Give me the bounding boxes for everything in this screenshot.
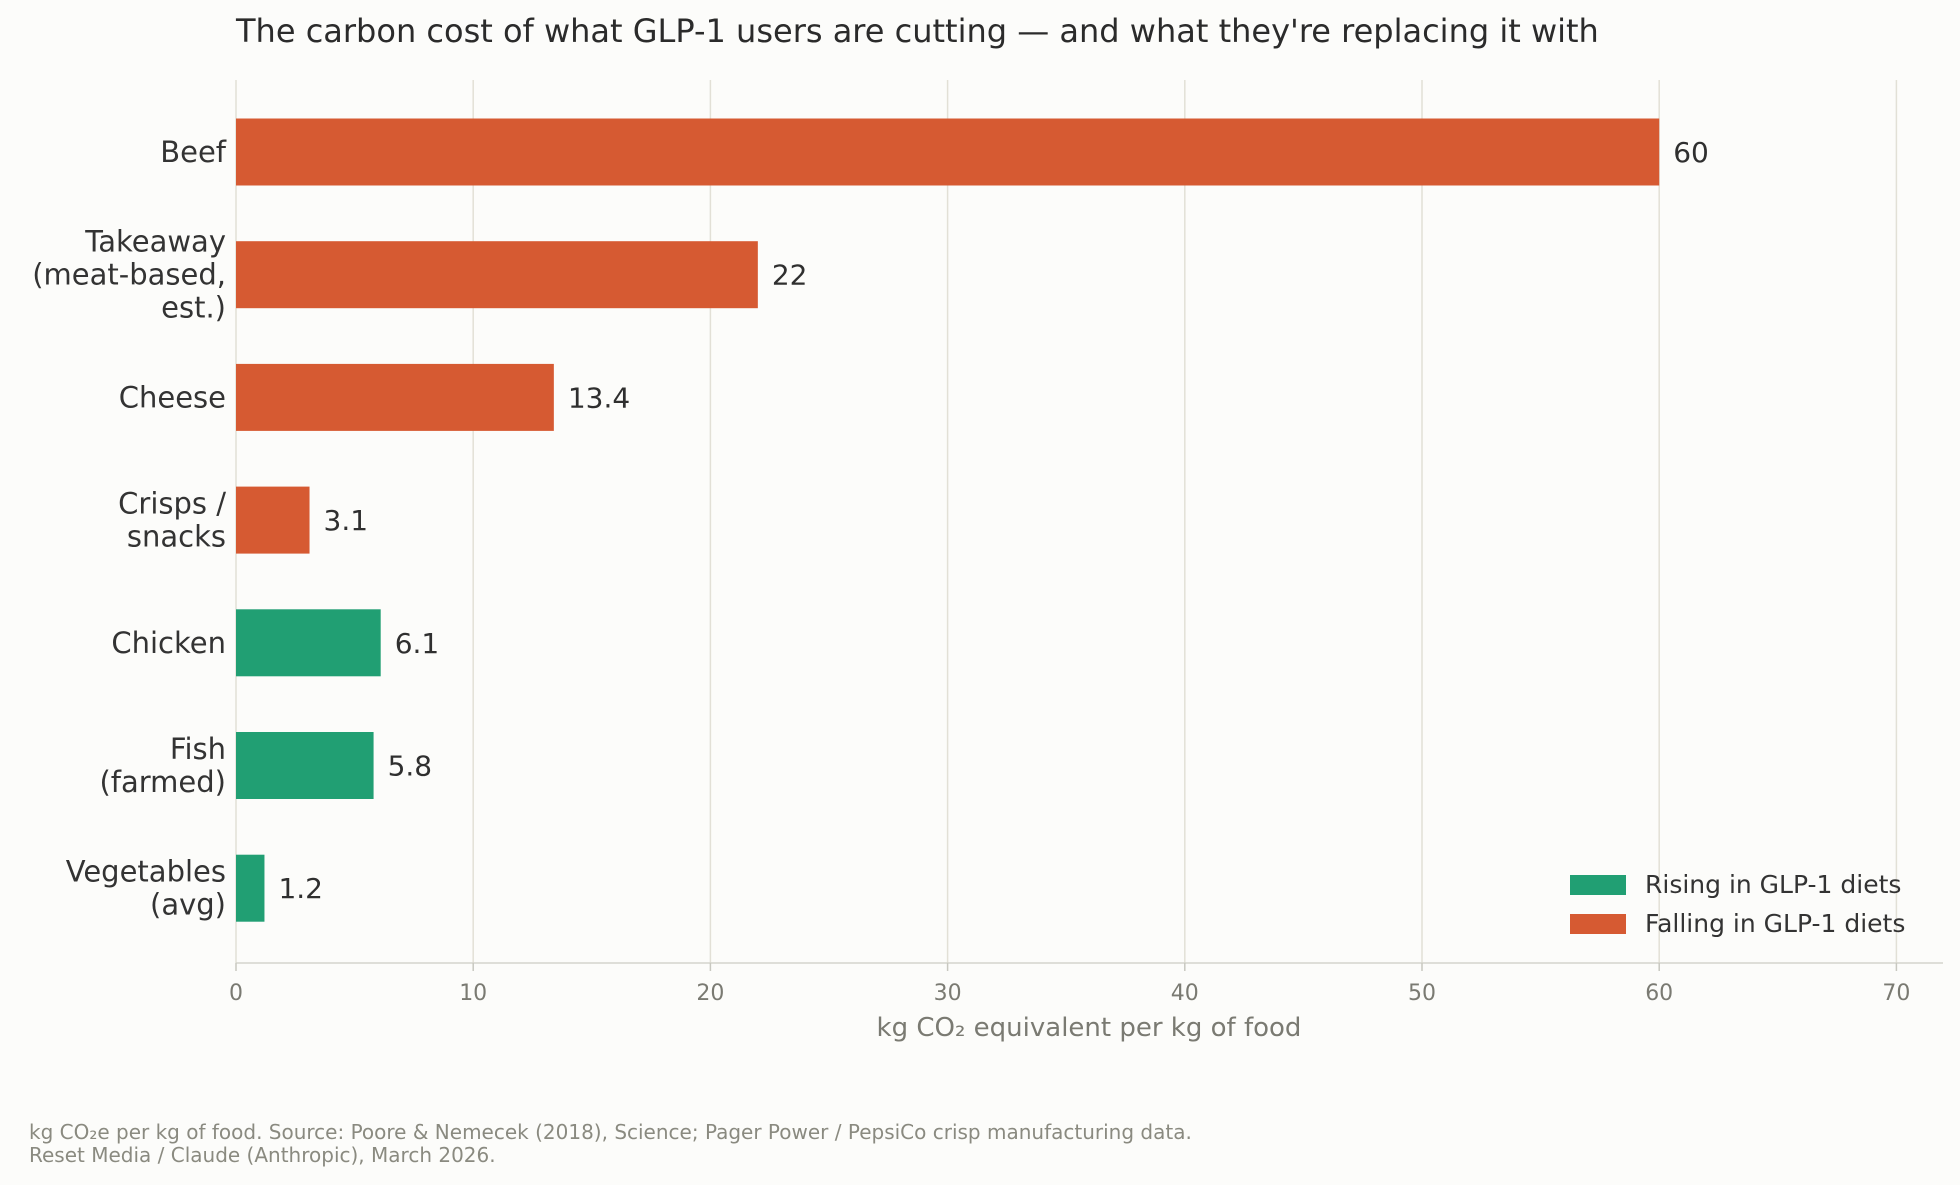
category-label-line: snacks <box>127 520 226 554</box>
category-label: Cheese <box>119 380 226 414</box>
x-tick-label: 70 <box>1882 981 1910 1006</box>
category-label: Crisps / snacks <box>118 487 226 554</box>
category-label: Chicken <box>111 626 226 660</box>
x-tick-label: 60 <box>1645 981 1673 1006</box>
source-line-2: Reset Media / Claude (Anthropic), March … <box>29 1143 496 1167</box>
legend-entry: Falling in GLP-1 diets <box>1645 909 1905 938</box>
value-labels: 60 22 13.4 3.1 6.1 5.8 1.2 <box>278 136 1708 905</box>
category-label-line: (meat-based, <box>32 258 226 292</box>
x-tick-label: 30 <box>934 981 962 1006</box>
data-label: 5.8 <box>388 750 433 783</box>
category-label-line: (avg) <box>150 888 226 922</box>
bar <box>236 241 758 309</box>
x-tick-label: 0 <box>229 981 243 1006</box>
category-label-line: Crisps / <box>118 487 226 521</box>
category-label-line: Cheese <box>119 380 226 414</box>
bar <box>236 732 374 799</box>
category-label-line: est.) <box>161 291 226 325</box>
data-label: 22 <box>772 259 808 292</box>
x-tick-label: 10 <box>459 981 487 1006</box>
gridlines <box>235 80 1898 963</box>
category-label: Vegetables (avg) <box>66 855 226 922</box>
category-label: Fish (farmed) <box>99 732 226 799</box>
x-axis-label: kg CO₂ equivalent per kg of food <box>877 1013 1302 1043</box>
bars <box>236 118 1660 922</box>
legend: Rising in GLP-1 diets Falling in GLP-1 di… <box>1570 870 1905 938</box>
bar <box>236 609 381 677</box>
category-label-line: Vegetables <box>66 855 226 889</box>
legend-entry: Rising in GLP-1 diets <box>1645 870 1901 899</box>
category-labels: Beef Takeaway (meat-based, est.) Cheese Crisp… <box>32 135 227 922</box>
bar <box>236 486 310 554</box>
data-label: 1.2 <box>278 872 323 905</box>
data-label: 3.1 <box>324 504 369 537</box>
data-label: 13.4 <box>568 381 630 414</box>
bar <box>236 118 1660 186</box>
source-line-1: kg CO₂e per kg of food. Source: Poore & … <box>29 1120 1192 1144</box>
category-label: Beef <box>160 135 227 169</box>
bar <box>236 363 554 431</box>
source-note: kg CO₂e per kg of food. Source: Poore & … <box>29 1121 1192 1167</box>
x-tick-label: 40 <box>1171 981 1199 1006</box>
category-label-line: Takeaway <box>84 225 226 259</box>
category-label-line: Chicken <box>111 626 226 660</box>
category-label: Takeaway (meat-based, est.) <box>32 225 226 325</box>
legend-swatch <box>1570 914 1626 934</box>
category-label-line: Fish <box>170 732 226 766</box>
chart-title: The carbon cost of what GLP-1 users are … <box>235 12 1599 50</box>
legend-swatch <box>1570 875 1626 895</box>
category-label-line: (farmed) <box>99 765 226 799</box>
bar <box>236 854 265 922</box>
data-label: 60 <box>1673 136 1709 169</box>
x-tick-label: 20 <box>696 981 724 1006</box>
category-label-line: Beef <box>160 135 227 169</box>
data-label: 6.1 <box>395 627 440 660</box>
x-tick-label: 50 <box>1408 981 1436 1006</box>
x-ticks: 0 10 20 30 40 50 60 70 <box>229 963 1910 1006</box>
